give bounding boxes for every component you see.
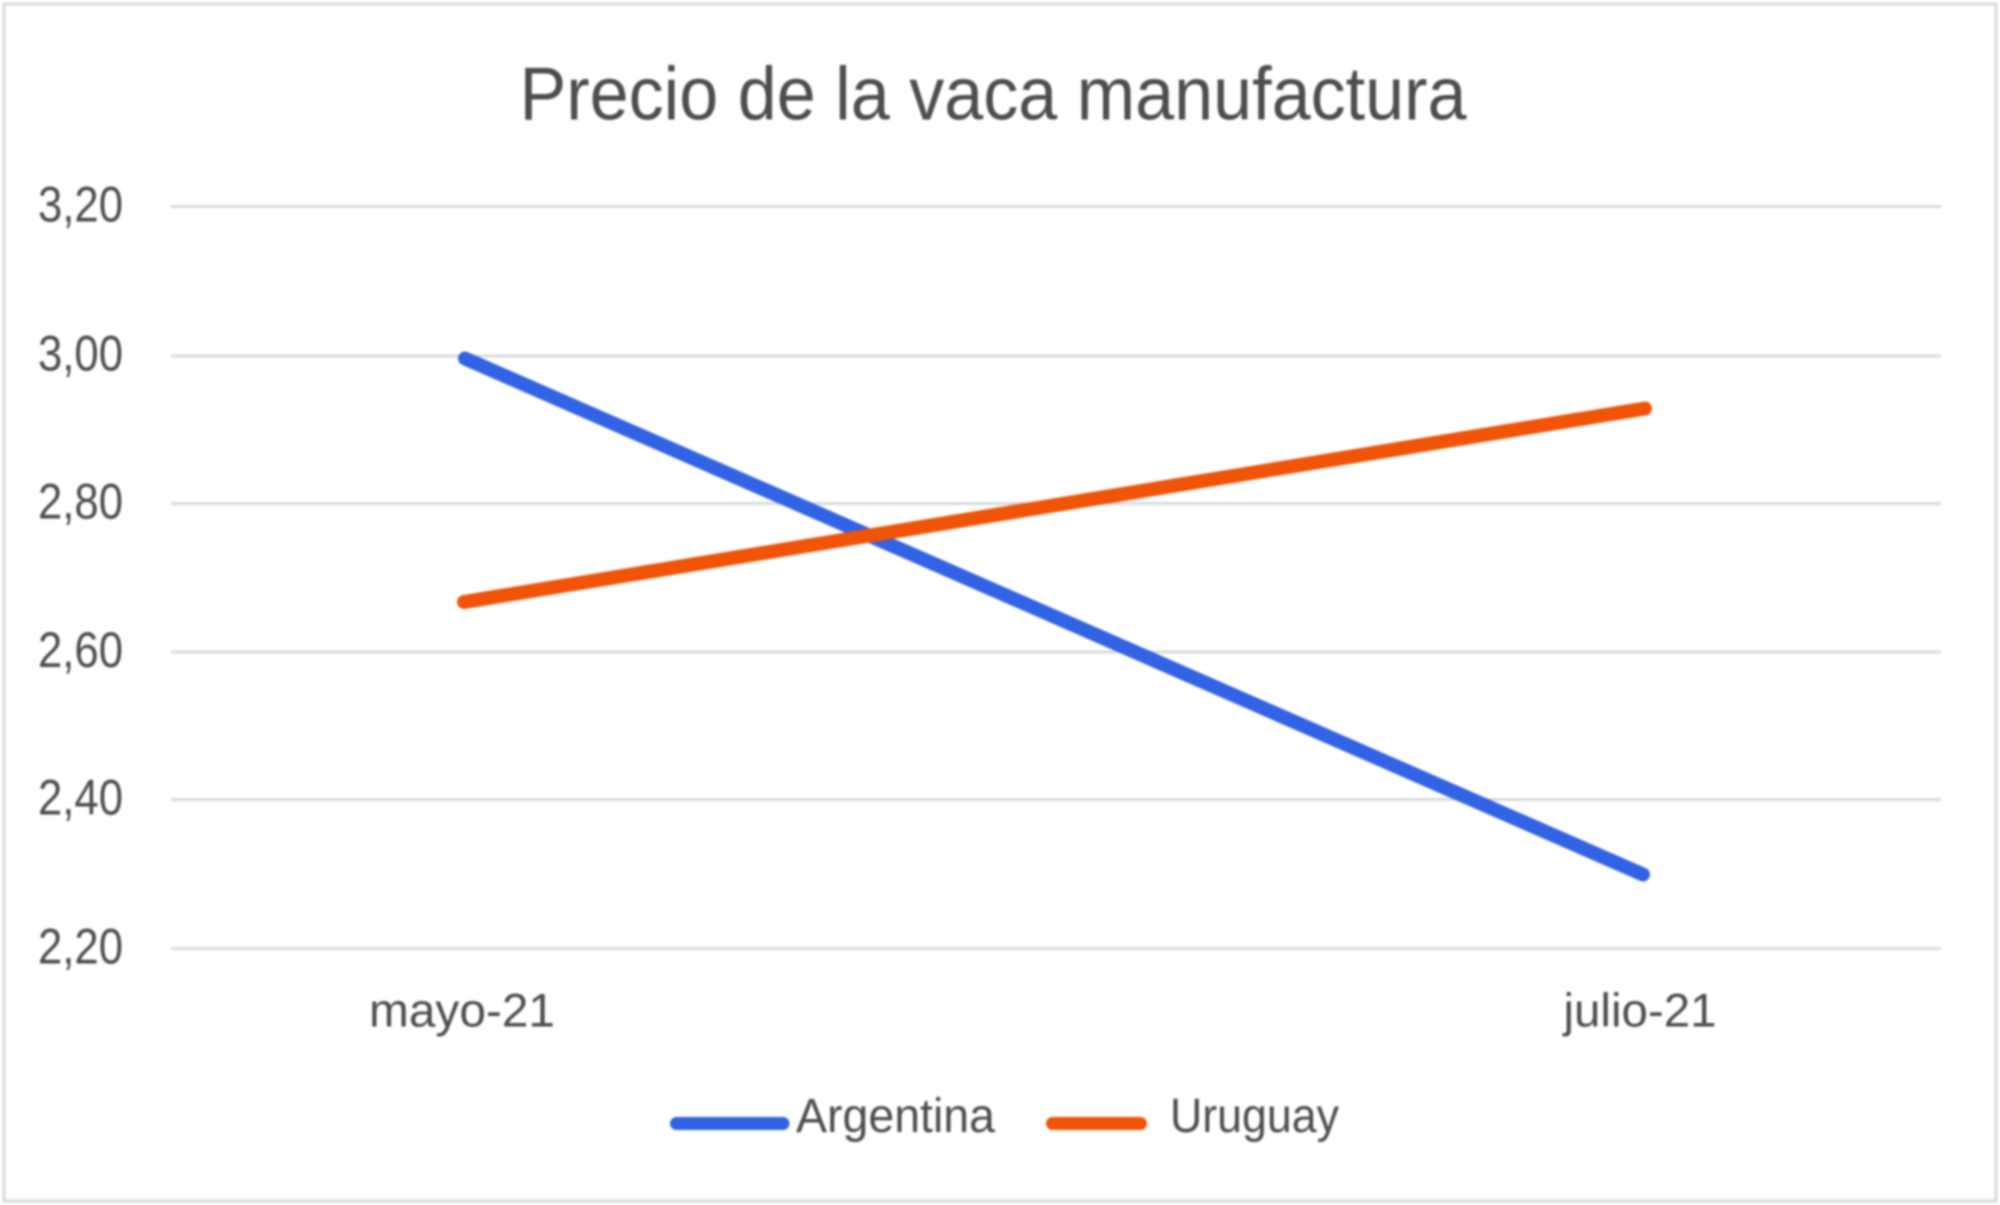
svg-text:2,80: 2,80 [38, 474, 123, 530]
svg-text:Precio de la vaca manufactura: Precio de la vaca manufactura [520, 52, 1467, 136]
svg-text:3,20: 3,20 [38, 177, 123, 233]
svg-text:julio-21: julio-21 [1561, 984, 1716, 1037]
svg-text:2,60: 2,60 [38, 622, 123, 678]
svg-text:Argentina: Argentina [796, 1090, 995, 1143]
svg-text:mayo-21: mayo-21 [369, 984, 555, 1037]
svg-text:2,40: 2,40 [38, 770, 123, 826]
svg-text:2,20: 2,20 [38, 919, 123, 975]
svg-text:Uruguay: Uruguay [1170, 1090, 1339, 1143]
svg-text:3,00: 3,00 [38, 326, 123, 382]
